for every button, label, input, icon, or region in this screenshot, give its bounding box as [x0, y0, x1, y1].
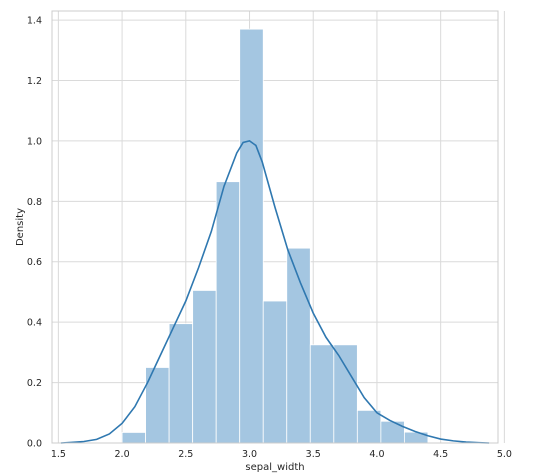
kde-curve	[60, 140, 490, 444]
histogram-bar-6	[262, 300, 288, 444]
y-tick-label-4: 0.8	[27, 197, 42, 208]
y-tick-label-6: 1.2	[27, 76, 42, 87]
x-tick-label-1: 2.0	[115, 449, 130, 460]
histogram-bar-4	[215, 181, 241, 444]
y-tick-label-3: 0.6	[27, 257, 42, 268]
histogram-bar-10	[356, 409, 382, 444]
x-tick-label-5: 4.0	[369, 449, 384, 460]
y-tick-label-2: 0.4	[27, 318, 42, 329]
histogram-bar-0	[121, 432, 147, 444]
x-tick-label-7: 5.0	[497, 449, 512, 460]
histogram-bar-5	[239, 28, 264, 444]
y-tick-label-0: 0.0	[27, 439, 42, 450]
y-tick-label-1: 0.2	[27, 378, 42, 389]
histogram-bar-8	[309, 344, 335, 444]
plot-frame	[51, 10, 499, 444]
y-tick-label-7: 1.4	[27, 16, 42, 27]
histogram-bar-11	[380, 420, 405, 444]
grid-lines	[52, 11, 505, 444]
x-tick-label-3: 3.0	[242, 449, 257, 460]
x-tick-label-4: 3.5	[306, 449, 321, 460]
histogram-bar-3	[192, 290, 217, 444]
x-tick-labels: 1.5 2.0 2.5 3.0 3.5 4.0 4.5 5.0	[51, 449, 512, 460]
histogram-bars	[121, 28, 429, 444]
histogram-bar-2	[168, 323, 194, 444]
x-tick-label-6: 4.5	[433, 449, 448, 460]
x-tick-label-2: 2.5	[178, 449, 193, 460]
y-axis-label: Density	[15, 208, 26, 246]
histogram-bar-9	[333, 344, 358, 444]
y-tick-label-5: 1.0	[27, 136, 42, 147]
x-tick-label-0: 1.5	[51, 449, 66, 460]
x-axis-label: sepal_width	[245, 462, 304, 473]
y-tick-labels: 0.0 0.2 0.4 0.6 0.8 1.0 1.2 1.4	[27, 16, 42, 450]
